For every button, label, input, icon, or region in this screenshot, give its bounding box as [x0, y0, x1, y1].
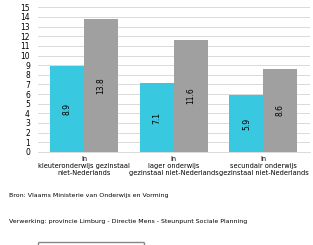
- Bar: [264, 69, 297, 152]
- Bar: [50, 66, 84, 152]
- Text: Bron: Vlaams Ministerie van Onderwijs en Vorming: Bron: Vlaams Ministerie van Onderwijs en…: [9, 193, 169, 198]
- Bar: [174, 40, 208, 152]
- Bar: [140, 84, 174, 152]
- Bar: [229, 95, 264, 152]
- Text: 8.9: 8.9: [63, 103, 71, 115]
- Text: 7.1: 7.1: [152, 112, 161, 124]
- Text: 8.6: 8.6: [276, 104, 285, 116]
- Text: 5.9: 5.9: [242, 117, 251, 130]
- Text: 11.6: 11.6: [186, 88, 195, 104]
- Legend: Lanaken, Limburg: Lanaken, Limburg: [38, 242, 144, 245]
- Text: 13.8: 13.8: [97, 77, 105, 94]
- Bar: [84, 19, 118, 152]
- Text: Verwerking: provincie Limburg - Directie Mens - Steunpunt Sociale Planning: Verwerking: provincie Limburg - Directie…: [9, 219, 248, 224]
